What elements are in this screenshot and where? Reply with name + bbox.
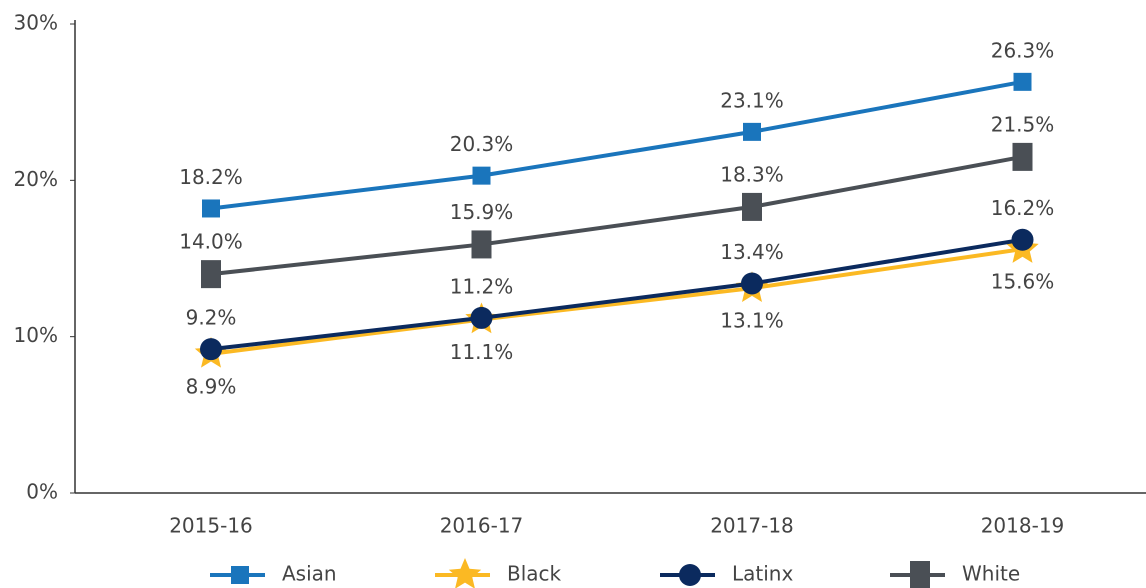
series-line [210, 154, 1023, 277]
legend-label: White [962, 562, 1020, 586]
marker [1011, 228, 1034, 251]
data-label: 18.2% [179, 165, 243, 189]
y-tick-label: 10% [14, 323, 58, 347]
y-tick-label: 0% [26, 480, 58, 504]
series-line [210, 79, 1023, 211]
marker [1013, 72, 1032, 91]
data-label: 13.4% [720, 240, 784, 264]
marker [472, 166, 491, 185]
data-label: 14.0% [179, 230, 243, 254]
data-label: 26.3% [991, 38, 1055, 62]
series-line [210, 237, 1023, 352]
marker [471, 230, 492, 259]
marker [742, 192, 762, 221]
x-tick-label: 2018-19 [981, 514, 1065, 538]
marker [741, 272, 763, 295]
y-tick-label: 20% [14, 167, 58, 191]
data-label: 21.5% [991, 112, 1055, 136]
marker [202, 199, 220, 218]
data-label: 11.1% [450, 340, 514, 364]
legend-marker [231, 566, 249, 584]
legend-label: Black [507, 562, 562, 586]
legend-marker [910, 561, 930, 588]
data-label: 20.3% [450, 132, 514, 156]
marker [470, 306, 493, 329]
data-label: 16.2% [991, 196, 1055, 220]
data-label: 18.3% [720, 162, 784, 186]
series-line [210, 247, 1023, 356]
x-tick-label: 2016-17 [440, 514, 524, 538]
legend-marker [679, 564, 701, 586]
data-label: 23.1% [720, 88, 784, 112]
marker [743, 122, 761, 141]
marker [1012, 142, 1033, 171]
data-label: 13.1% [720, 309, 784, 333]
y-tick-label: 30% [14, 11, 58, 35]
marker [201, 260, 221, 289]
data-label: 8.9% [186, 374, 237, 398]
legend-marker [448, 558, 482, 588]
data-label: 9.2% [186, 306, 237, 330]
data-label: 15.9% [450, 200, 514, 224]
marker [200, 338, 222, 361]
legend-label: Latinx [732, 562, 793, 586]
data-label: 11.2% [450, 274, 514, 298]
x-tick-label: 2017-18 [710, 514, 794, 538]
data-label: 15.6% [991, 270, 1055, 294]
x-tick-label: 2015-16 [169, 514, 253, 538]
legend-label: Asian [282, 562, 337, 586]
